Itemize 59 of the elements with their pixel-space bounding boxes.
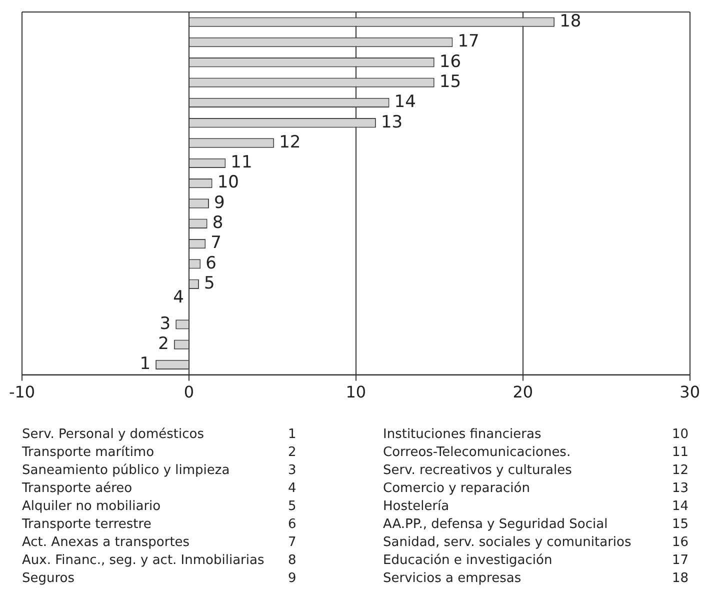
text: 17	[672, 552, 689, 570]
annotation: 5	[204, 274, 215, 294]
annotation: 10	[217, 172, 239, 193]
annotation: 8	[212, 213, 224, 234]
text: 14	[672, 498, 689, 516]
text: 11	[672, 444, 689, 462]
annotation: 11	[230, 152, 252, 173]
text: Alquiler no mobiliario	[22, 498, 161, 516]
text: Transporte marítimo	[22, 444, 154, 462]
text: 3	[288, 462, 296, 480]
text: Serv. Personal y domésticos	[22, 426, 204, 444]
annotation: 15	[439, 72, 462, 92]
text: 5	[288, 498, 296, 516]
annotation: 1	[140, 354, 151, 374]
text: Educación e investigación	[383, 552, 552, 570]
text: 4	[288, 480, 296, 498]
text: 18	[672, 570, 689, 588]
text: 8	[288, 552, 296, 570]
text: 7	[288, 534, 296, 552]
text: Servicios a empresas	[383, 570, 522, 588]
text: AA.PP., defensa y Seguridad Social	[383, 516, 608, 534]
annotation: 3	[160, 314, 171, 334]
annotation: 9	[214, 192, 225, 213]
text: 13	[672, 480, 689, 498]
text: Transporte aéreo	[22, 480, 132, 498]
annotation: 14	[394, 92, 416, 112]
annotation: 13	[380, 112, 403, 132]
text: Correos-Telecomunicaciones.	[383, 444, 571, 462]
x-tick-label: -10	[8, 382, 36, 402]
annotation: 4	[173, 288, 184, 308]
text: Seguros	[22, 570, 75, 588]
annotation: 6	[206, 253, 216, 274]
text: Saneamiento público y limpieza	[22, 462, 230, 480]
text: 10	[672, 426, 689, 444]
text: Act. Anexas a transportes	[22, 534, 190, 552]
text: 15	[672, 516, 689, 534]
text: Aux. Financ., seg. y act. Inmobiliarias	[22, 552, 264, 570]
text: Serv. recreativos y culturales	[383, 462, 572, 480]
text: Transporte terrestre	[22, 516, 152, 534]
annotation: 16	[439, 52, 462, 72]
x-tick-label: 0	[184, 382, 194, 402]
annotation: 12	[279, 132, 301, 152]
text: 1	[288, 426, 296, 444]
text: Instituciones financieras	[383, 426, 542, 444]
text: 9	[288, 570, 296, 588]
annotation: 7	[210, 233, 222, 254]
annotation: 2	[158, 334, 169, 354]
x-tick-label: 30	[680, 382, 700, 402]
text: 6	[288, 516, 296, 534]
text: Hostelería	[383, 498, 450, 516]
text: Sanidad, serv. sociales y comunitarios	[383, 534, 632, 552]
annotation: 17	[458, 32, 480, 52]
text: Comercio y reparación	[383, 480, 530, 498]
text: 16	[672, 534, 689, 552]
x-tick-label: 20	[512, 382, 534, 402]
x-tick-label: 10	[346, 382, 366, 402]
annotation: 18	[560, 12, 582, 32]
text: 2	[288, 444, 296, 462]
text: 12	[672, 462, 689, 480]
